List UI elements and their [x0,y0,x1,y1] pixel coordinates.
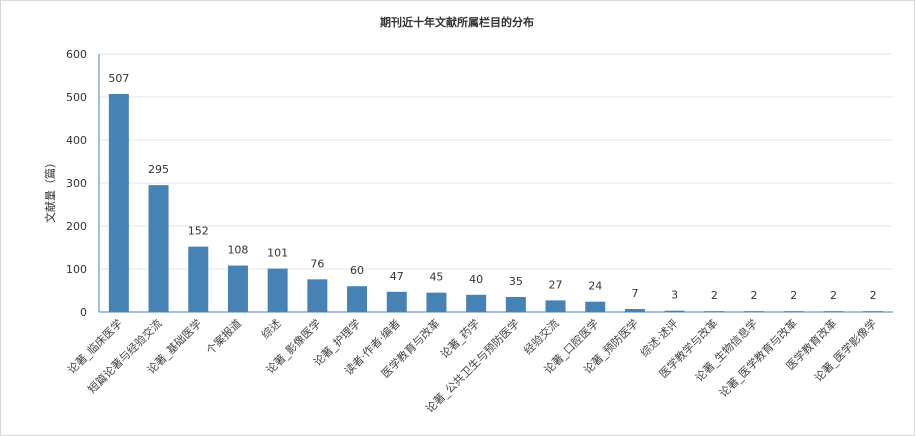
bar [664,310,685,312]
bar [148,185,169,312]
y-tick-label: 300 [66,177,87,190]
bar [466,294,487,312]
y-tick-label: 600 [66,48,87,61]
bars [108,93,884,313]
grid-lines [99,53,893,270]
x-tick-label: 综述 [258,316,283,341]
x-tick-label: 短篇论著与经验交流 [85,316,165,396]
bar [505,296,526,312]
data-label: 45 [429,271,443,284]
data-label: 2 [790,289,797,302]
bar [426,292,447,312]
y-tick-label: 200 [66,220,87,233]
data-label: 2 [711,289,718,302]
data-label: 40 [469,273,483,286]
data-label: 108 [227,244,248,257]
data-label: 152 [188,225,209,238]
data-label: 2 [830,289,837,302]
bar [108,93,129,313]
bar [624,308,645,312]
bar [267,268,288,312]
bar [545,300,566,312]
bar [386,291,407,312]
data-label: 76 [310,257,324,270]
data-label: 7 [631,287,638,300]
bar [307,279,328,312]
data-label: 35 [509,275,523,288]
y-tick-label: 400 [66,134,87,147]
bar [227,265,248,312]
y-tick-label: 500 [66,91,87,104]
data-label: 101 [267,247,288,260]
x-tick-label: 论著_医学教育与改革 [716,316,800,400]
data-labels: 507 295 152 108 101 76 60 47 45 40 35 27 24 7 3 2 2 2 2 2 [108,72,876,302]
y-tick-label: 100 [66,263,87,276]
x-tick-label: 经验交流 [521,316,562,357]
bar [347,286,368,312]
axes [98,54,893,313]
data-label: 24 [588,280,602,293]
y-tick-label: 0 [80,306,87,319]
chart-title: 期刊近十年文献所属栏目的分布 [380,15,534,29]
bar [188,246,209,312]
x-tick-label: 个案报道 [203,316,244,357]
bar [585,301,606,312]
data-label: 60 [350,264,364,277]
y-axis-label: 文献量（篇） [43,157,57,223]
data-label: 27 [549,278,563,291]
data-label: 2 [751,289,758,302]
data-label: 507 [108,72,129,85]
y-tick-labels: 0 100 200 300 400 500 600 [66,48,87,319]
data-label: 47 [390,270,404,283]
data-label: 2 [870,289,877,302]
data-label: 295 [148,163,169,176]
data-label: 3 [671,289,678,302]
